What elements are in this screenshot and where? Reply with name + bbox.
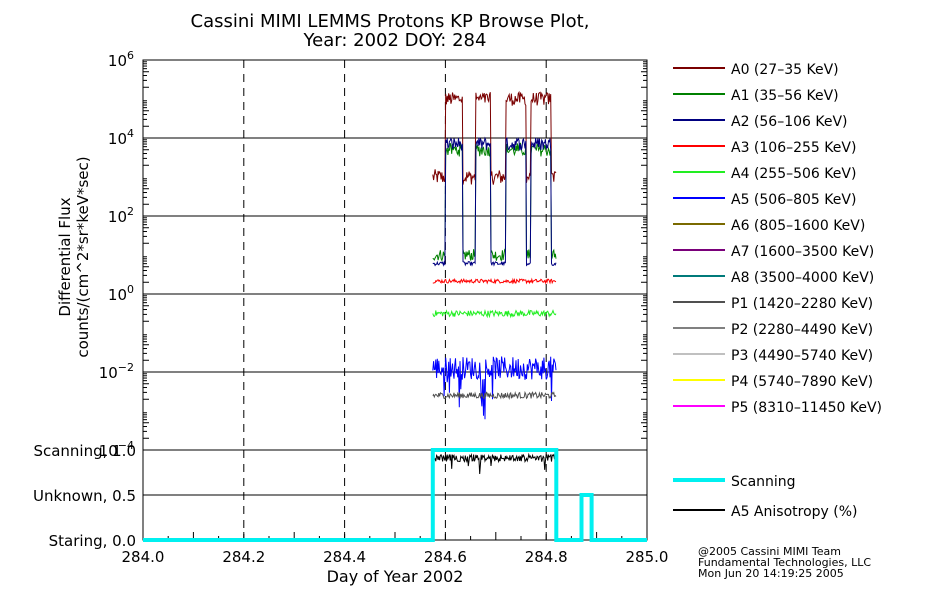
- x-tick-label: 284.8: [525, 548, 568, 566]
- series-line-a5: [432, 356, 557, 420]
- legend-label: P1 (1420–2280 KeV): [731, 296, 873, 312]
- legend-label: A5 Anisotropy (%): [731, 504, 858, 520]
- legend-label: A4 (255–506 KeV): [731, 166, 856, 182]
- x-tick-label: 284.2: [222, 548, 265, 566]
- credit-line2: Fundamental Technologies, LLC: [698, 556, 871, 569]
- legend-label: A3 (106–255 KeV): [731, 140, 856, 156]
- y-tick-label: 104: [108, 127, 134, 148]
- legend-label: A6 (805–1600 KeV): [731, 218, 865, 234]
- legend-label: A2 (56–106 KeV): [731, 114, 848, 130]
- credit-line1: @2005 Cassini MIMI Team: [698, 545, 841, 558]
- legend-flux: A0 (27–35 KeV) A1 (35–56 KeV) A2 (56–106 K…: [673, 62, 882, 416]
- legend-label: Scanning: [731, 474, 796, 490]
- flux-panel-frame: [142, 59, 648, 451]
- x-tick-label: 285.0: [626, 548, 669, 566]
- series-line-a0: [432, 90, 557, 185]
- series-line-a3: [432, 277, 557, 285]
- credit-line3: Mon Jun 20 14:19:25 2005: [698, 567, 844, 580]
- chart-title-line2: Year: 2002 DOY: 284: [303, 30, 487, 51]
- y-tick-label: 10−2: [99, 361, 134, 382]
- y-tick-label: 10−4: [99, 439, 134, 460]
- y-tick-label: 102: [108, 205, 134, 226]
- legend-label: A7 (1600–3500 KeV): [731, 244, 874, 260]
- x-tick-label: 284.0: [122, 548, 165, 566]
- y-tick-label: 100: [108, 283, 134, 304]
- series-line-a2: [432, 136, 557, 267]
- legend-label: P4 (5740–7890 KeV): [731, 374, 873, 390]
- series-line-a5-anisotropy: [432, 452, 557, 475]
- legend-label: P2 (2280–4490 KeV): [731, 322, 873, 338]
- series-line-a1: [432, 142, 557, 262]
- x-tick-label: 284.4: [323, 548, 366, 566]
- flux-panel: 106 104 102 100 10−2 10−4: [99, 49, 648, 460]
- legend-label: A0 (27–35 KeV): [731, 62, 839, 78]
- state-tick-label: Unknown, 0.5: [33, 487, 136, 505]
- x-axis-label: Day of Year 2002: [327, 567, 464, 586]
- legend-label: A8 (3500–4000 KeV): [731, 270, 874, 286]
- y-axis-label-line2: counts/(cm^2*sr*keV*sec): [74, 156, 92, 357]
- legend-label: P5 (8310–11450 KeV): [731, 400, 882, 416]
- legend-label: A5 (506–805 KeV): [731, 192, 856, 208]
- chart-title-line1: Cassini MIMI LEMMS Protons KP Browse Plo…: [191, 11, 590, 32]
- series-line-scanning: [143, 448, 647, 542]
- x-tick-label: 284.6: [424, 548, 467, 566]
- state-tick-label: Scanning, 1.0: [33, 442, 136, 460]
- y-tick-label: 106: [108, 49, 134, 70]
- legend-label: P3 (4490–5740 KeV): [731, 348, 873, 364]
- series-line-p1: [432, 390, 557, 401]
- y-axis-label-line1: Differential Flux: [56, 197, 74, 316]
- legend-scan: Scanning A5 Anisotropy (%): [673, 474, 858, 520]
- legend-label: A1 (35–56 KeV): [731, 88, 839, 104]
- series-line-a4: [432, 308, 557, 319]
- state-tick-label: Staring, 0.0: [49, 532, 136, 550]
